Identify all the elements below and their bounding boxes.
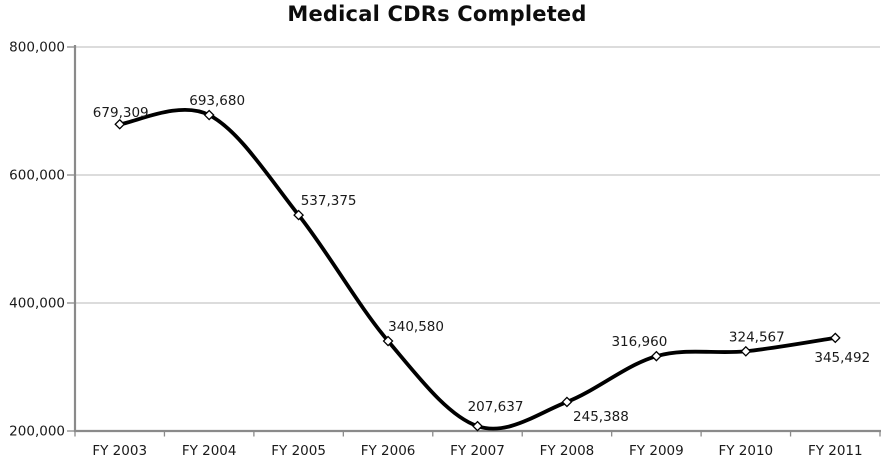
x-tick-label: FY 2008 <box>540 443 595 459</box>
data-point-marker <box>561 396 573 408</box>
data-label: 245,388 <box>573 409 629 425</box>
x-tick-label: FY 2009 <box>629 443 684 459</box>
y-tick-label: 600,000 <box>9 168 65 184</box>
data-label: 340,580 <box>388 319 444 335</box>
data-point-marker <box>114 118 126 130</box>
series-line <box>117 108 838 431</box>
data-label: 345,492 <box>814 350 870 366</box>
x-tick-label: FY 2006 <box>361 443 416 459</box>
data-point-marker <box>472 420 483 432</box>
x-tick-label: FY 2003 <box>92 443 147 459</box>
chart-title: Medical CDRs Completed <box>287 2 587 26</box>
data-point-marker <box>650 350 662 362</box>
x-tick-label: FY 2005 <box>271 443 326 459</box>
y-tick-label: 800,000 <box>9 40 65 56</box>
data-point-marker <box>740 345 752 357</box>
data-point-marker <box>382 335 394 347</box>
data-label: 679,309 <box>93 105 149 121</box>
data-label: 693,680 <box>189 93 245 109</box>
data-label: 537,375 <box>301 193 357 209</box>
x-tick-label: FY 2004 <box>182 443 237 459</box>
data-label: 207,637 <box>468 399 524 415</box>
data-point-marker <box>203 109 215 121</box>
y-tick-label: 200,000 <box>9 424 65 440</box>
x-tick-label: FY 2007 <box>450 443 505 459</box>
data-point-marker <box>293 209 305 221</box>
x-tick-label: FY 2010 <box>718 443 773 459</box>
data-label: 316,960 <box>611 334 667 350</box>
data-point-marker <box>829 332 841 344</box>
y-tick-label: 400,000 <box>9 296 65 312</box>
x-tick-label: FY 2011 <box>808 443 863 459</box>
data-label: 324,567 <box>729 329 785 345</box>
